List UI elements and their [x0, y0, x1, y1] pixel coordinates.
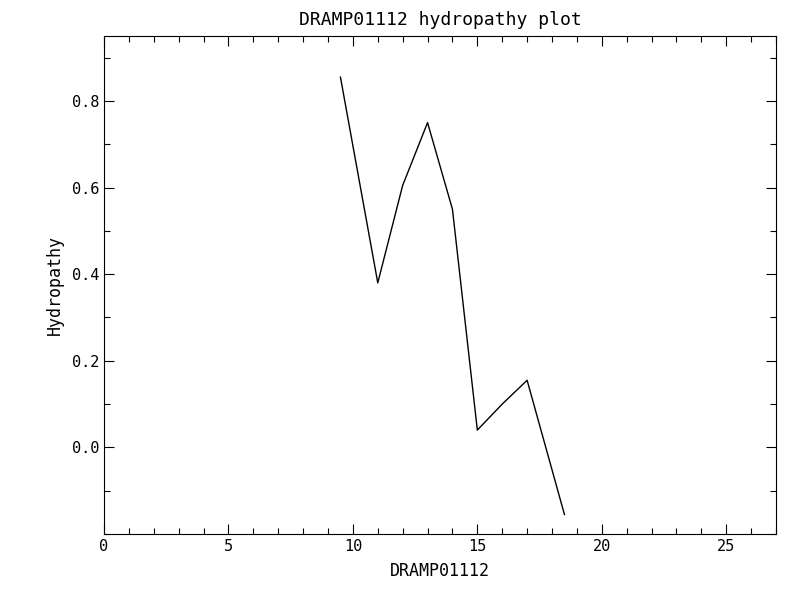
X-axis label: DRAMP01112: DRAMP01112	[390, 562, 490, 580]
Y-axis label: Hydropathy: Hydropathy	[46, 235, 63, 335]
Title: DRAMP01112 hydropathy plot: DRAMP01112 hydropathy plot	[298, 11, 582, 29]
